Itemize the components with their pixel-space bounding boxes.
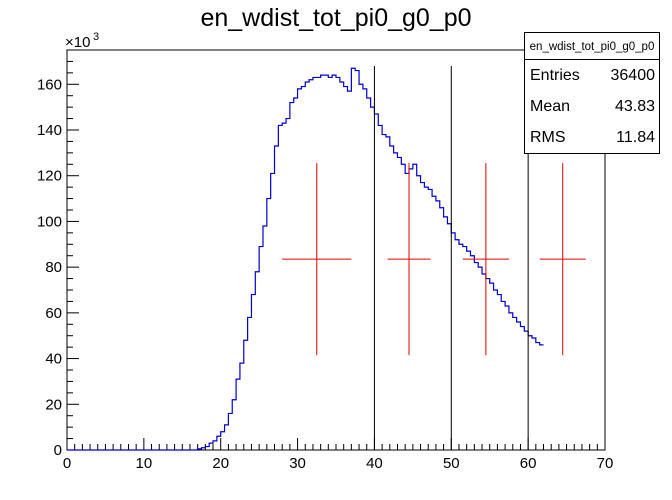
markers [282,163,586,356]
x-tick-label: 20 [212,455,229,472]
y-tick-label: 100 [37,213,62,230]
stats-value: 11.84 [616,129,655,146]
stats-box: en_wdist_tot_pi0_g0_p0 Entries 36400 Mea… [524,32,660,154]
stats-value: 43.83 [614,98,655,115]
x-tick-label: 0 [63,455,71,472]
y-tick-label: 80 [45,259,62,276]
y-tick-label: 140 [37,122,62,139]
stats-key: RMS [530,129,566,146]
histogram [67,67,544,451]
y-multiplier-exponent: 3 [93,31,99,43]
y-tick-label: 0 [54,442,62,459]
y-multiplier-label: ×10 [65,34,90,51]
y-tick-label: 60 [45,305,62,322]
x-tick-label: 70 [597,455,614,472]
stats-key: Entries [530,67,580,84]
histogram-line [67,67,544,451]
stats-key: Mean [530,98,571,115]
x-tick-label: 10 [136,455,153,472]
y-tick-label: 160 [37,76,62,93]
y-tick-label: 40 [45,351,62,368]
chart-title: en_wdist_tot_pi0_g0_p0 [200,4,472,32]
x-tick-label: 30 [289,455,306,472]
x-tick-label: 60 [520,455,537,472]
stats-name: en_wdist_tot_pi0_g0_p0 [525,33,659,60]
stats-row-rms: RMS 11.84 [525,122,659,153]
stats-row-mean: Mean 43.83 [525,91,659,122]
y-tick-label: 20 [45,396,62,413]
y-tick-label: 120 [37,168,62,185]
x-tick-label: 40 [366,455,383,472]
x-tick-label: 50 [443,455,460,472]
stats-value: 36400 [610,67,656,84]
stats-row-entries: Entries 36400 [525,60,659,91]
tick-labels: 0 10 20 30 40 50 60 70 0 20 40 60 80 100 120 140 160 ×10 3 [37,31,613,472]
